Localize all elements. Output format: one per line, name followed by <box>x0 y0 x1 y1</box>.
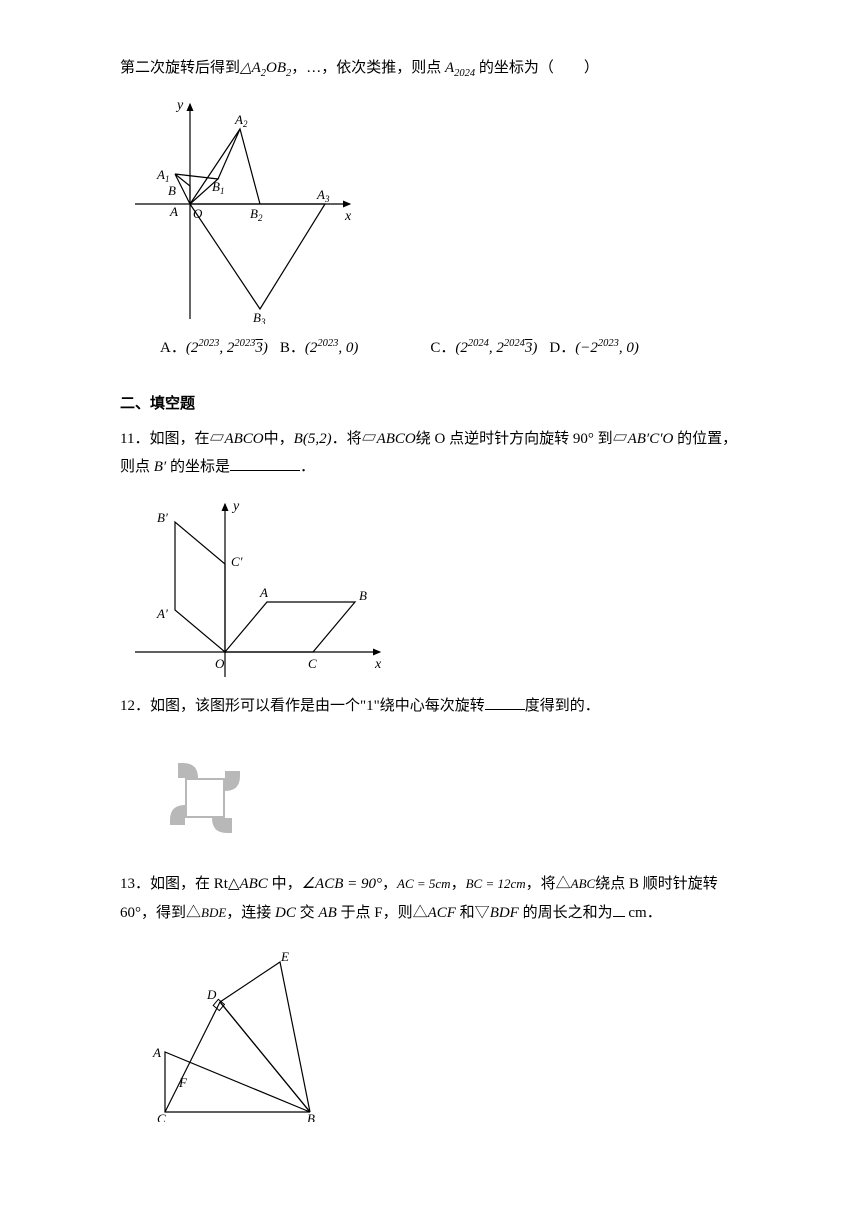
q13: 13．如图，在 Rt△ABC 中，∠ACB = 90°，AC = 5cm，BC … <box>120 870 740 927</box>
label-F: F <box>178 1075 188 1090</box>
q-number: 11． <box>120 431 149 447</box>
label-A: A <box>152 1045 161 1060</box>
tri-a1ob <box>175 174 190 204</box>
pinwheel-icon <box>135 730 275 860</box>
triangle-a2ob2: △A2OB2 <box>240 60 291 76</box>
label-B: B <box>359 588 367 603</box>
label-E: E <box>280 949 289 964</box>
label-A2: A2 <box>234 112 248 129</box>
label-A: A <box>169 204 178 219</box>
figure-q11: x y O C B A C′ B′ A′ <box>135 492 740 682</box>
x-label: x <box>374 657 382 672</box>
label-Bp: B′ <box>157 510 168 525</box>
figure-q13: A B C D E F <box>135 937 740 1122</box>
section-2-title: 二、填空题 <box>120 390 740 419</box>
option-B: B．(22023, 0) <box>280 334 359 363</box>
y-label: y <box>231 499 240 514</box>
blank-q11 <box>230 456 300 471</box>
option-A: A．(22023, 220233) <box>160 334 268 363</box>
label-Cp: C′ <box>231 554 243 569</box>
label-A: A <box>259 585 268 600</box>
text: 第二次旋转后得到 <box>120 60 240 76</box>
label-O: O <box>215 656 225 671</box>
coord-diagram-1: x y A O A1 B B1 A2 B2 A3 B3 <box>135 94 355 324</box>
option-C: C．(22024, 220243) <box>430 334 537 363</box>
triangle-diagram: A B C D E F <box>135 937 335 1122</box>
label-C: C <box>308 656 317 671</box>
blank-q12 <box>485 695 525 710</box>
q12: 12．如图，该图形可以看作是由一个"1"绕中心每次旋转度得到的． <box>120 692 740 721</box>
q11: 11．如图，在▱ABCO中，B(5,2)．将▱ABCO绕 O 点逆时针方向旋转 … <box>120 425 740 482</box>
option-D: D．(−22023, 0) <box>549 334 638 363</box>
x-label: x <box>344 209 352 224</box>
point-a2024: A2024 <box>445 60 475 76</box>
tri-bde <box>220 962 310 1112</box>
line-cd <box>165 1002 220 1112</box>
q10-continuation: 第二次旋转后得到△A2OB2，…，依次类推，则点 A2024 的坐标为（ ） <box>120 54 740 84</box>
label-D: D <box>206 987 217 1002</box>
y-label: y <box>175 98 184 113</box>
text: ，…，依次类推，则点 <box>291 60 445 76</box>
label-A3: A3 <box>316 187 330 204</box>
label-C: C <box>157 1111 166 1122</box>
label-B: B <box>168 183 176 198</box>
blank-q13 <box>613 902 625 917</box>
label-A1: A1 <box>156 167 169 184</box>
q-number: 13． <box>120 876 150 892</box>
label-B: B <box>307 1111 315 1122</box>
label-Ap: A′ <box>156 606 168 621</box>
figure-q10: x y A O A1 B B1 A2 B2 A3 B3 <box>135 94 740 324</box>
q10-options: A．(22023, 220233) B．(22023, 0) C．(22024,… <box>160 334 740 363</box>
label-B1: B1 <box>212 179 224 196</box>
figure-q12 <box>135 730 740 860</box>
label-B3: B3 <box>253 310 266 324</box>
q-number: 12． <box>120 698 150 714</box>
text: 的坐标为（ ） <box>475 60 599 76</box>
parallelogram-rotated <box>175 522 225 652</box>
tri-a2ob2 <box>190 129 260 204</box>
label-B2: B2 <box>250 206 263 223</box>
parallelogram-abco <box>225 602 355 652</box>
coord-diagram-2: x y O C B A C′ B′ A′ <box>135 492 385 682</box>
label-O: O <box>193 206 203 221</box>
